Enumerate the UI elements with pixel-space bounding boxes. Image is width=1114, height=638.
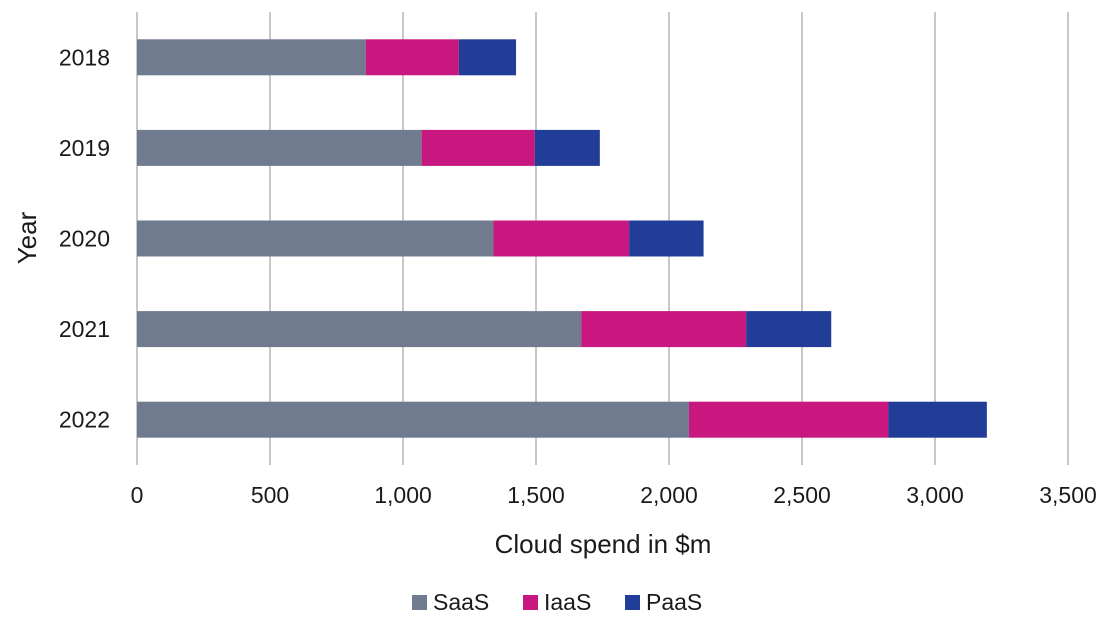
bar-saas-2018 (137, 39, 366, 76)
legend-label-saas: SaaS (433, 589, 489, 615)
bar-saas-2021 (137, 311, 582, 348)
y-axis-ticks: 2018 2019 2020 2021 2022 (59, 44, 110, 432)
bar-saas-2019 (137, 129, 422, 166)
bar-iaas-2020 (493, 220, 630, 257)
bar-paas-2018 (458, 39, 517, 76)
x-tick-label: 0 (131, 482, 144, 508)
legend-swatch-iaas (523, 595, 538, 610)
bar-iaas-2019 (421, 129, 535, 166)
bar-paas-2019 (534, 129, 600, 166)
y-tick-label: 2019 (59, 135, 110, 161)
y-tick-label: 2022 (59, 407, 110, 433)
x-tick-label: 3,500 (1039, 482, 1097, 508)
bars (137, 39, 987, 438)
bar-paas-2022 (888, 401, 987, 438)
y-tick-label: 2020 (59, 226, 110, 252)
x-tick-label: 1,500 (507, 482, 565, 508)
legend-label-iaas: IaaS (544, 589, 591, 615)
bar-paas-2021 (746, 311, 832, 348)
x-tick-label: 1,000 (374, 482, 432, 508)
bar-saas-2022 (137, 401, 689, 438)
y-tick-label: 2021 (59, 316, 110, 342)
bar-iaas-2018 (365, 39, 459, 76)
legend-swatch-paas (625, 595, 640, 610)
y-tick-label: 2018 (59, 44, 110, 70)
bar-paas-2020 (629, 220, 704, 257)
bar-iaas-2022 (688, 401, 889, 438)
legend-label-paas: PaaS (646, 589, 702, 615)
x-axis-ticks: 0 500 1,000 1,500 2,000 2,500 3,000 3,500 (131, 482, 1097, 508)
legend-swatch-saas (412, 595, 427, 610)
x-tick-label: 2,000 (640, 482, 698, 508)
x-tick-label: 3,000 (906, 482, 964, 508)
bar-saas-2020 (137, 220, 494, 257)
y-axis-title: Year (12, 211, 42, 264)
bar-iaas-2021 (581, 311, 747, 348)
legend: SaaS IaaS PaaS (412, 589, 702, 615)
x-tick-label: 2,500 (773, 482, 831, 508)
x-axis-title: Cloud spend in $m (495, 529, 712, 559)
x-tick-label: 500 (251, 482, 289, 508)
